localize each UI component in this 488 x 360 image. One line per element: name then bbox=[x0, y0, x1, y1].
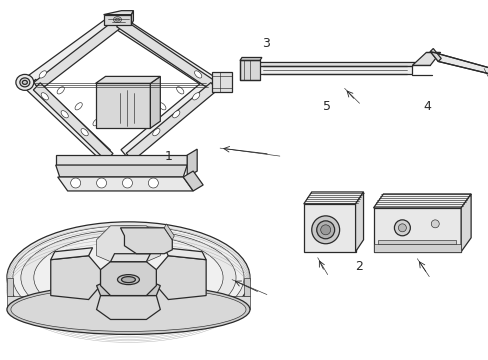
Ellipse shape bbox=[176, 87, 183, 94]
Circle shape bbox=[398, 224, 406, 232]
Ellipse shape bbox=[75, 103, 82, 110]
Ellipse shape bbox=[159, 103, 165, 110]
Polygon shape bbox=[56, 155, 187, 165]
Ellipse shape bbox=[13, 226, 244, 329]
Ellipse shape bbox=[11, 288, 245, 332]
Polygon shape bbox=[51, 248, 92, 260]
Circle shape bbox=[311, 216, 339, 244]
Circle shape bbox=[316, 221, 334, 239]
Polygon shape bbox=[303, 192, 363, 204]
Circle shape bbox=[320, 225, 330, 235]
Circle shape bbox=[122, 178, 132, 188]
Ellipse shape bbox=[7, 222, 249, 333]
Ellipse shape bbox=[115, 18, 119, 21]
Circle shape bbox=[430, 220, 438, 228]
Text: 4: 4 bbox=[423, 100, 430, 113]
Polygon shape bbox=[120, 228, 172, 254]
Polygon shape bbox=[429, 49, 440, 62]
Polygon shape bbox=[303, 204, 355, 252]
Ellipse shape bbox=[152, 129, 160, 136]
Polygon shape bbox=[95, 84, 150, 128]
Polygon shape bbox=[240, 60, 260, 80]
Polygon shape bbox=[429, 51, 488, 75]
Polygon shape bbox=[460, 194, 470, 252]
Ellipse shape bbox=[61, 111, 68, 118]
Polygon shape bbox=[58, 177, 193, 191]
Polygon shape bbox=[96, 296, 160, 319]
Polygon shape bbox=[121, 79, 214, 161]
Circle shape bbox=[96, 178, 106, 188]
Polygon shape bbox=[240, 58, 262, 60]
Polygon shape bbox=[34, 19, 122, 90]
Polygon shape bbox=[7, 278, 13, 296]
Ellipse shape bbox=[81, 129, 88, 136]
Polygon shape bbox=[96, 226, 160, 262]
Polygon shape bbox=[117, 18, 217, 90]
Ellipse shape bbox=[34, 235, 223, 320]
Ellipse shape bbox=[194, 71, 202, 78]
Ellipse shape bbox=[117, 275, 139, 285]
Polygon shape bbox=[7, 296, 249, 310]
Polygon shape bbox=[96, 280, 160, 296]
Text: 2: 2 bbox=[354, 260, 362, 273]
Polygon shape bbox=[212, 72, 232, 92]
Polygon shape bbox=[258, 67, 411, 75]
Ellipse shape bbox=[21, 230, 236, 325]
Polygon shape bbox=[258, 62, 414, 67]
Text: 1: 1 bbox=[165, 150, 173, 163]
Ellipse shape bbox=[16, 75, 34, 90]
Circle shape bbox=[71, 178, 81, 188]
Polygon shape bbox=[156, 256, 206, 300]
Ellipse shape bbox=[172, 111, 180, 118]
Ellipse shape bbox=[192, 93, 200, 100]
Polygon shape bbox=[51, 256, 101, 300]
Polygon shape bbox=[378, 240, 455, 244]
Polygon shape bbox=[103, 15, 131, 24]
Polygon shape bbox=[56, 165, 187, 177]
Ellipse shape bbox=[113, 17, 121, 23]
Polygon shape bbox=[164, 248, 206, 260]
Polygon shape bbox=[26, 79, 110, 160]
Ellipse shape bbox=[93, 118, 100, 126]
Polygon shape bbox=[27, 15, 120, 88]
Circle shape bbox=[394, 220, 409, 236]
Polygon shape bbox=[244, 278, 249, 296]
Polygon shape bbox=[33, 83, 113, 161]
Ellipse shape bbox=[20, 78, 30, 87]
Ellipse shape bbox=[39, 71, 46, 78]
Polygon shape bbox=[126, 82, 217, 161]
Polygon shape bbox=[103, 11, 133, 15]
Ellipse shape bbox=[22, 80, 27, 84]
Ellipse shape bbox=[7, 285, 249, 334]
Polygon shape bbox=[373, 244, 460, 252]
Polygon shape bbox=[110, 254, 150, 262]
Polygon shape bbox=[131, 11, 133, 24]
Circle shape bbox=[148, 178, 158, 188]
Polygon shape bbox=[111, 15, 214, 88]
Polygon shape bbox=[187, 149, 197, 177]
Ellipse shape bbox=[121, 276, 135, 283]
Ellipse shape bbox=[41, 93, 48, 100]
Polygon shape bbox=[101, 262, 156, 296]
Ellipse shape bbox=[141, 118, 148, 126]
Polygon shape bbox=[373, 208, 460, 252]
Polygon shape bbox=[150, 76, 160, 128]
Polygon shape bbox=[411, 53, 439, 66]
Polygon shape bbox=[164, 224, 174, 240]
Polygon shape bbox=[373, 194, 470, 208]
Polygon shape bbox=[95, 76, 160, 84]
Ellipse shape bbox=[57, 87, 64, 94]
Text: 3: 3 bbox=[262, 37, 270, 50]
Text: 5: 5 bbox=[323, 100, 331, 113]
Polygon shape bbox=[355, 192, 363, 252]
Polygon shape bbox=[183, 171, 203, 191]
